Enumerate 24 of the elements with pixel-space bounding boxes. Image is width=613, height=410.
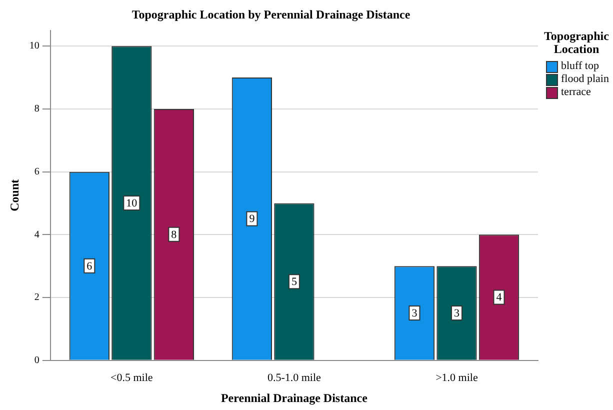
y-axis-title: Count [7, 179, 22, 212]
data-label: 4 [496, 292, 502, 304]
legend-title: Topographic Location [543, 29, 610, 56]
data-label: 6 [86, 260, 93, 272]
x-tick-label: >1.0 mile [436, 372, 478, 384]
data-label: 10 [126, 197, 138, 210]
legend-label: terrace [561, 86, 591, 99]
x-tick-label: 0.5-1.0 mile [267, 372, 322, 384]
data-label: 8 [171, 228, 178, 241]
y-tick-label: 4 [34, 229, 40, 240]
chart-title: Topographic Location by Perennial Drainage Distance [132, 7, 411, 22]
data-label: 5 [291, 276, 298, 288]
y-tick-label: 8 [34, 104, 40, 115]
x-axis-title: Perennial Drainage Distance [220, 390, 368, 405]
y-tick-label: 10 [29, 40, 40, 52]
legend-label: bluff top [561, 60, 599, 73]
data-label: 3 [454, 307, 460, 320]
y-tick-label: 6 [34, 166, 40, 178]
data-label: 3 [412, 307, 418, 320]
y-tick-label: 2 [34, 292, 40, 304]
y-tick-label: 0 [34, 355, 40, 366]
legend-label: flood plain [561, 73, 609, 86]
data-label: 9 [249, 213, 256, 226]
x-tick-label: <0.5 mile [110, 372, 153, 384]
